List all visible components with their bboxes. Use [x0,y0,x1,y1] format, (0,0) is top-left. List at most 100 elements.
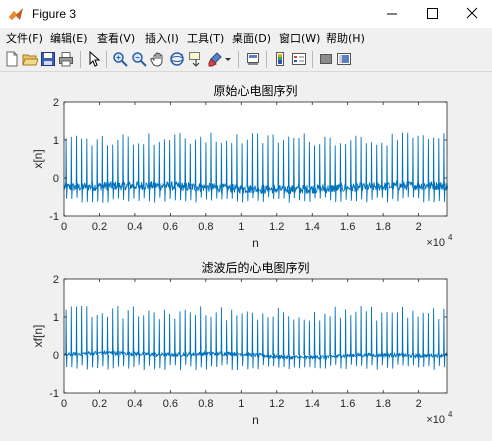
signal-peak [277,142,280,200]
x-exponent-label: ×10 [426,237,445,249]
signal-peak [386,145,389,203]
signal-peak [313,311,316,368]
signal-peak [132,144,135,199]
signal-peak [127,310,130,369]
signal-peak [111,144,115,200]
signal-peak [86,306,89,370]
signal-peak [106,316,109,370]
signal-peak [137,316,141,365]
signal-peak [220,142,223,200]
brush-dropdown-icon[interactable] [224,51,232,67]
signal-peak [370,306,373,366]
signal-peak [350,314,353,365]
signal-peak [412,310,415,366]
signal-peak [205,142,208,200]
maximize-button[interactable] [412,0,452,28]
open-file-icon[interactable] [22,51,38,67]
save-icon[interactable] [40,51,56,67]
signal-peak [75,135,78,198]
signal-peak [205,315,208,370]
signal-peak [350,140,353,201]
signal-peak [127,136,130,202]
x-tick-label: 0.2 [92,398,107,410]
new-figure-icon[interactable] [4,51,20,67]
signal-peak [199,306,203,368]
signal-peak [96,314,99,369]
signal-peak [339,143,342,202]
signal-peak [122,134,125,200]
menu-desktop[interactable]: 桌面(D) [232,32,272,45]
menu-help[interactable]: 帮助(H) [326,32,365,45]
signal-peak [179,132,182,201]
axes-background[interactable] [64,279,447,393]
close-button[interactable] [452,0,492,28]
signal-peak [318,320,322,369]
signal-peak [137,143,141,202]
link-plot-icon[interactable] [245,51,261,67]
signal-peak [174,134,177,201]
x-tick-label: 1 [238,221,244,233]
show-plot-tools-icon[interactable] [336,51,352,67]
signal-peak [401,306,404,366]
signal-peak [70,306,73,368]
signal-peak [256,319,260,370]
y-tick-label: -1 [49,388,59,400]
signal-peak [334,306,337,365]
zoom-in-icon[interactable] [112,51,128,67]
signal-peak [381,312,384,366]
pan-icon[interactable] [150,51,166,67]
signal-peak [438,138,441,202]
legend-icon[interactable] [291,51,307,67]
brush-icon[interactable] [207,51,223,67]
signal-peak [303,319,306,368]
x-tick-label: 1.6 [340,398,355,410]
signal-peak [91,145,94,203]
x-exponent-power: 4 [448,233,453,242]
signal-peak [246,311,249,370]
menu-tools[interactable]: 工具(T) [187,32,225,45]
hide-plot-tools-icon[interactable] [318,51,334,67]
signal-peak [396,312,399,365]
x-tick-label: 1.8 [376,221,391,233]
y-tick-label: 2 [53,97,59,109]
pointer-icon[interactable] [86,51,102,67]
signal-peak [236,134,239,202]
signal-peak [262,313,265,366]
menu-insert[interactable]: 插入(I) [145,32,179,45]
menu-view[interactable]: 查看(V) [97,32,136,45]
toolbar-separator [80,51,81,68]
signal-peak [406,132,410,198]
signal-peak [365,311,368,369]
signal-peak [293,319,296,368]
title-bar: Figure 3 [0,0,492,28]
signal-peak [96,139,99,202]
zoom-out-icon[interactable] [131,51,147,67]
minimize-button[interactable] [372,0,412,28]
menu-window[interactable]: 窗口(W) [279,32,321,45]
toolbar-separator [266,51,267,68]
signal-peak [375,320,379,370]
signal-peak [132,306,135,368]
data-cursor-icon[interactable] [188,51,204,67]
signal-peak [318,144,322,199]
colorbar-icon[interactable] [272,51,288,67]
signal-peak [142,144,146,199]
y-axis-label: x[n] [31,149,45,168]
signal-peak [220,307,223,366]
signal-peak [86,138,89,203]
axes-background[interactable] [64,102,447,216]
signal-peak [282,312,285,368]
menu-file[interactable]: 文件(F) [6,32,43,45]
signal-peak [246,139,249,202]
signal-peak [355,135,358,202]
rotate-3d-icon[interactable] [169,51,185,67]
signal-peak [277,307,280,368]
signal-peak [282,139,285,199]
signal-peak [184,309,187,365]
x-tick-label: 0.8 [198,221,213,233]
signal-peak [344,144,348,200]
signal-peak [443,133,446,202]
menu-edit[interactable]: 编辑(E) [50,32,88,45]
print-icon[interactable] [58,51,74,67]
signal-peak [262,143,265,202]
